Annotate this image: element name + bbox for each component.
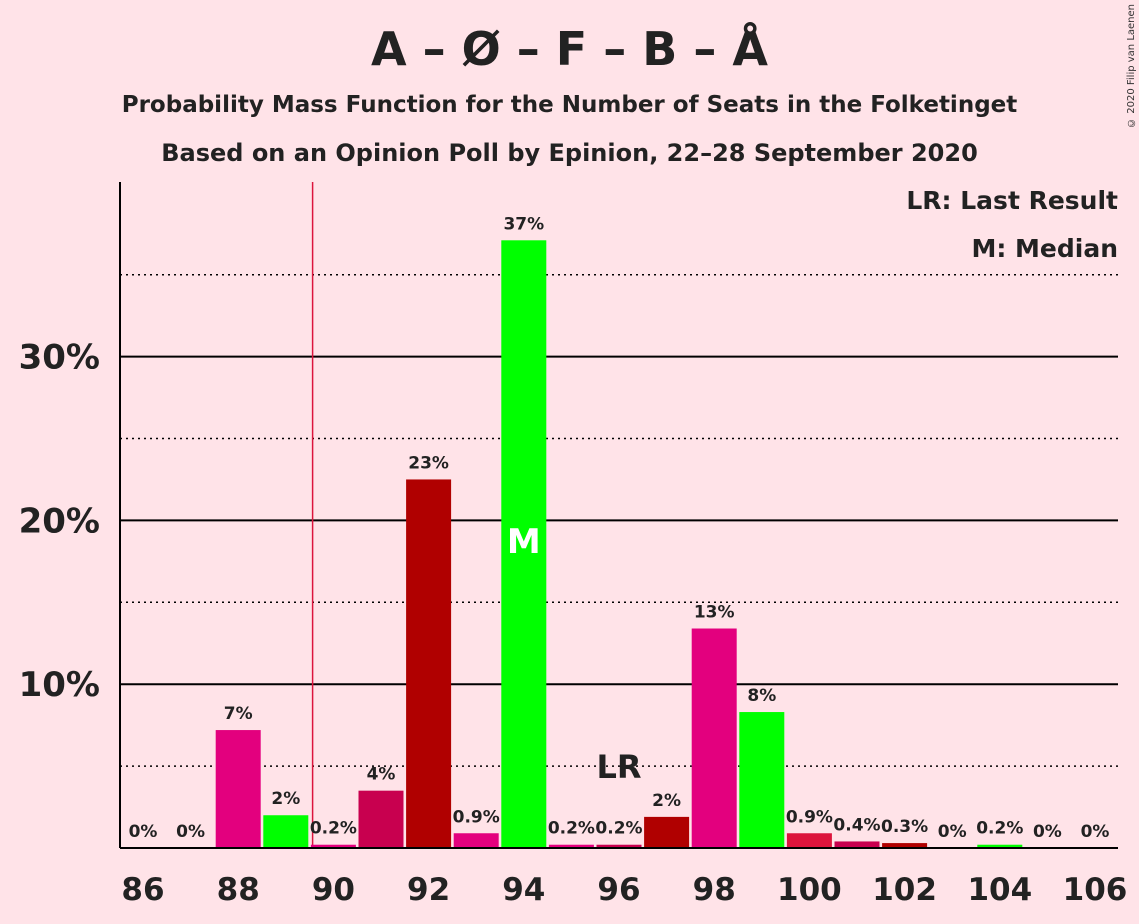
bar-96 bbox=[596, 844, 642, 848]
x-tick-label: 88 bbox=[217, 872, 260, 908]
x-tick-label: 104 bbox=[967, 872, 1032, 908]
y-tick-label: 20% bbox=[19, 501, 100, 541]
data-label-91: 4% bbox=[367, 765, 396, 785]
bar-102 bbox=[882, 843, 928, 848]
data-label-87: 0% bbox=[176, 822, 205, 842]
chart-subtitle: Probability Mass Function for the Number… bbox=[121, 92, 1018, 118]
chart-subtitle-2: Based on an Opinion Poll by Epinion, 22–… bbox=[161, 139, 978, 167]
tick-labels: 86 88 90 92 94 96 98 100 102 104 106 10% 20% 30% bbox=[19, 338, 1128, 908]
bar-89 bbox=[263, 815, 309, 848]
x-tick-label: 98 bbox=[693, 872, 736, 908]
data-label-105: 0% bbox=[1033, 822, 1062, 842]
bars: 0% 0%7%2%0.2%4%23%0.9%37%M0.2% 0.2%LR2%13%… bbox=[129, 214, 1110, 848]
bar-104 bbox=[977, 844, 1023, 848]
data-label-92: 23% bbox=[408, 453, 449, 473]
x-tick-label: 92 bbox=[407, 872, 450, 908]
data-label-90: 0.2% bbox=[310, 819, 357, 839]
data-label-95: 0.2% bbox=[548, 819, 595, 839]
bar-98 bbox=[691, 628, 737, 848]
legend-median: M: Median bbox=[971, 234, 1118, 263]
x-tick-label: 102 bbox=[872, 872, 937, 908]
data-label-99: 8% bbox=[747, 686, 776, 706]
data-label-102: 0.3% bbox=[881, 817, 928, 837]
median-marker: M bbox=[507, 522, 541, 562]
data-label-101: 0.4% bbox=[833, 815, 880, 835]
gridlines bbox=[120, 273, 1118, 767]
bar-94 bbox=[501, 240, 547, 848]
x-tick-label: 90 bbox=[312, 872, 355, 908]
data-label-100: 0.9% bbox=[786, 807, 833, 827]
bar-95 bbox=[548, 844, 594, 848]
bar-93 bbox=[453, 833, 499, 848]
data-label-94: 37% bbox=[503, 214, 544, 234]
chart-title: A – Ø – F – B – Å bbox=[371, 22, 768, 76]
bar-90 bbox=[310, 844, 356, 848]
data-label-89: 2% bbox=[271, 789, 300, 809]
x-tick-label: 94 bbox=[502, 872, 545, 908]
bar-100 bbox=[786, 833, 832, 848]
bar-99 bbox=[739, 712, 785, 848]
y-tick-label: 30% bbox=[19, 338, 100, 378]
bar-97 bbox=[644, 816, 690, 848]
bar-101 bbox=[834, 841, 880, 848]
axes bbox=[119, 182, 1118, 849]
data-label-96: 0.2% bbox=[595, 819, 642, 839]
data-label-97: 2% bbox=[652, 791, 681, 811]
bar-91 bbox=[358, 790, 404, 848]
data-label-98: 13% bbox=[694, 603, 735, 623]
last-result-marker: LR bbox=[596, 748, 641, 786]
data-label-106: 0% bbox=[1081, 822, 1110, 842]
legend-last-result: LR: Last Result bbox=[906, 186, 1118, 215]
x-tick-label: 86 bbox=[121, 872, 164, 908]
data-label-86: 0% bbox=[129, 822, 158, 842]
data-label-103: 0% bbox=[938, 822, 967, 842]
y-tick-label: 10% bbox=[19, 665, 100, 705]
data-label-88: 7% bbox=[224, 704, 253, 724]
x-tick-label: 96 bbox=[597, 872, 640, 908]
data-label-93: 0.9% bbox=[453, 807, 500, 827]
x-tick-label: 106 bbox=[1063, 872, 1128, 908]
data-label-104: 0.2% bbox=[976, 819, 1023, 839]
bar-92 bbox=[406, 479, 452, 848]
bar-88 bbox=[215, 730, 261, 848]
x-tick-label: 100 bbox=[777, 872, 842, 908]
